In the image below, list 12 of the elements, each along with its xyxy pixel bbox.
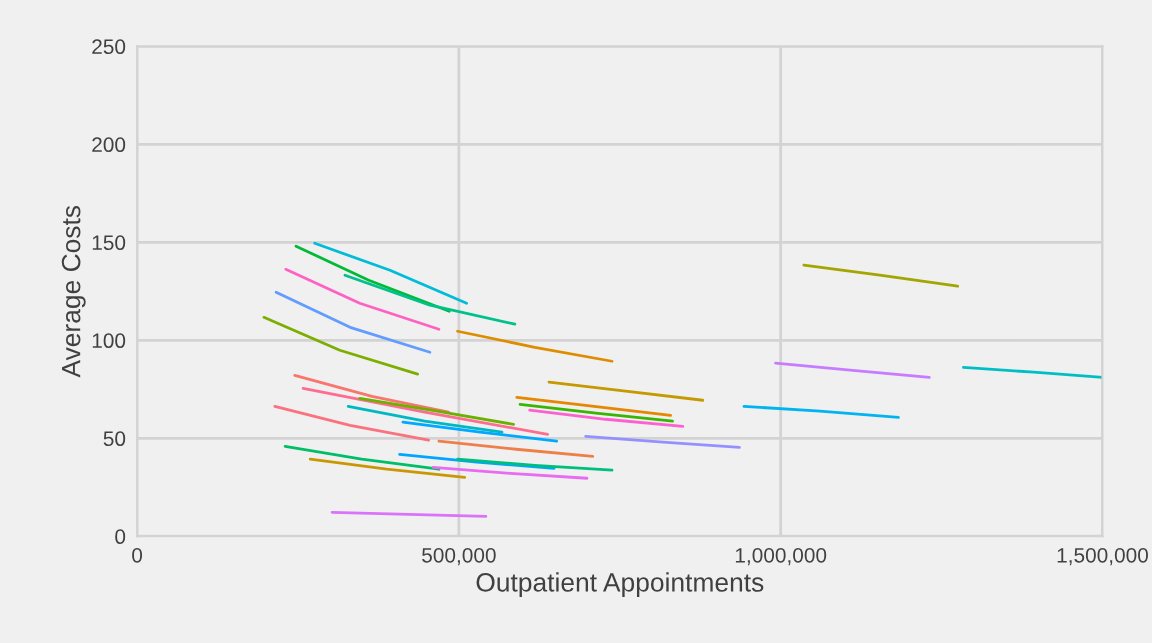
y-tick-label: 250 xyxy=(92,39,126,55)
y-tick-label: 100 xyxy=(92,333,126,349)
x-tick-label: 500,000 xyxy=(422,547,496,566)
y-tick-label: 150 xyxy=(92,235,126,251)
y-axis-title: Average Costs xyxy=(61,205,86,378)
x-tick-label: 1,000,000 xyxy=(735,547,827,566)
x-tick-label: 1,500,000 xyxy=(1057,547,1148,566)
x-tick-label: 0 xyxy=(132,547,143,563)
y-tick-label: 200 xyxy=(92,137,126,153)
y-tick-label: 50 xyxy=(103,431,126,447)
x-axis-title: Outpatient Appointments xyxy=(476,572,764,597)
y-tick-label: 0 xyxy=(115,529,126,545)
